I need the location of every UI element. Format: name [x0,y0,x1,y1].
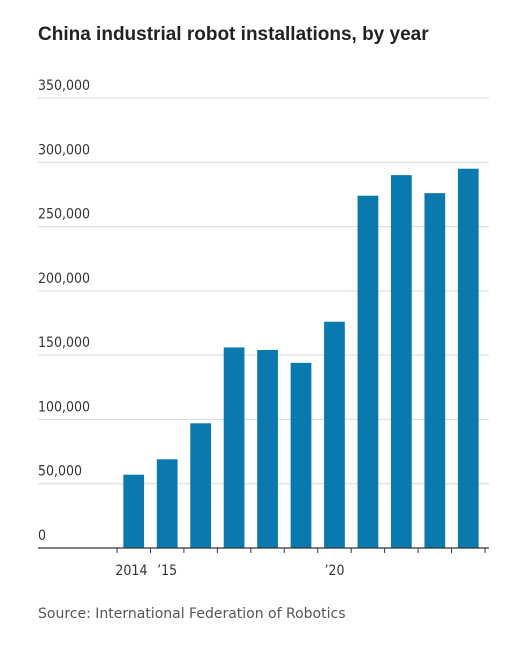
bar-2020 [324,321,345,548]
bar-2022 [390,175,412,548]
y-tick-label: 50,000 [38,464,82,480]
y-tick-label: 300,000 [38,142,90,158]
bar-2019 [290,362,312,548]
x-tick-label: 2014 [115,563,147,579]
bar-2016 [190,423,212,548]
bar-chart: 0 50,000 100,000 150,000 200,000 250,000 300,0… [38,78,489,579]
bar-2023 [424,193,446,548]
chart-title: China industrial robot installations, by… [38,24,429,45]
y-tick-label: 200,000 [38,271,90,287]
y-tick-label: 250,000 [38,207,90,223]
x-tick-label: ’20 [324,563,344,579]
bar-2015 [156,459,178,548]
source-note: Source: International Federation of Robo… [38,606,346,622]
bar-2018 [257,350,278,548]
bar-2021 [357,195,379,548]
y-tick-label: 350,000 [38,78,90,94]
bar-2014 [123,474,145,548]
bar-2017 [223,347,245,548]
y-tick-label: 0 [38,528,46,544]
y-tick-label: 150,000 [38,335,90,351]
bar-2024 [457,168,479,548]
x-tick-label: ’15 [157,563,177,579]
y-tick-label: 100,000 [38,399,90,415]
